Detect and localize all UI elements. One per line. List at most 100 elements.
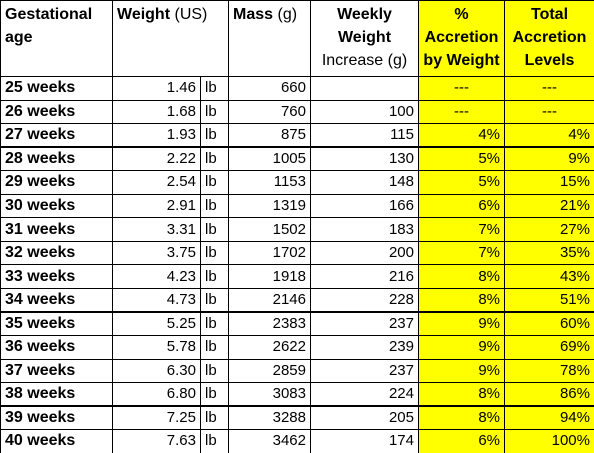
- table-cell: 2383: [228, 310, 311, 337]
- table-cell: 94%: [504, 405, 594, 431]
- table-cell: 8%: [418, 287, 505, 313]
- table-cell: 5%: [418, 146, 505, 172]
- header-cell: Weekly Weight Increase (g): [310, 0, 419, 77]
- table-cell: 60%: [504, 310, 594, 337]
- row-label: 38 weeks: [0, 382, 113, 407]
- table-cell: [310, 76, 419, 101]
- table-cell: 216: [310, 264, 419, 289]
- table-cell: 183: [310, 217, 419, 242]
- header-unit: (US): [174, 6, 208, 23]
- header-unit: (g): [277, 6, 298, 23]
- table-cell: 21%: [504, 193, 594, 219]
- table-cell: 2.91: [112, 193, 201, 219]
- table-cell: 2.54: [112, 170, 201, 195]
- table-cell: 78%: [504, 358, 594, 384]
- header-cell: Weight (US): [112, 0, 229, 77]
- table-cell: 8%: [418, 405, 505, 431]
- table-cell: 1.46: [112, 76, 201, 101]
- table-cell: lb: [200, 358, 229, 384]
- table-cell: 7%: [418, 217, 505, 242]
- header-row: Gestational age Weight (US) Mass (g) Wee…: [0, 0, 594, 77]
- table-cell: ---: [504, 76, 594, 101]
- table-cell: 4%: [418, 123, 505, 148]
- table-cell: 1153: [228, 170, 311, 195]
- table-cell: 5.25: [112, 310, 201, 337]
- table-cell: 2859: [228, 358, 311, 384]
- table-cell: 3083: [228, 382, 311, 407]
- table-cell: 7.25: [112, 405, 201, 431]
- table-cell: lb: [200, 264, 229, 289]
- row-label: 27 weeks: [0, 123, 113, 148]
- table-cell: 6%: [418, 193, 505, 219]
- table-cell: 100%: [504, 429, 594, 453]
- table-cell: 4.23: [112, 264, 201, 289]
- table-cell: 9%: [504, 146, 594, 172]
- header-cell: % Accretion by Weight: [418, 0, 505, 77]
- table-cell: 148: [310, 170, 419, 195]
- table-row: 34 weeks 4.73 lb 2146 228 8% 51%: [0, 287, 594, 313]
- table-cell: 1.68: [112, 99, 201, 125]
- row-label: 36 weeks: [0, 335, 113, 360]
- table-row: 35 weeks 5.25 lb 2383 237 9% 60%: [0, 310, 594, 337]
- table-cell: 7.63: [112, 429, 201, 453]
- table-cell: 3.75: [112, 240, 201, 266]
- table-cell: 5.78: [112, 335, 201, 360]
- row-label: 31 weeks: [0, 217, 113, 242]
- table-cell: 9%: [418, 310, 505, 337]
- table-cell: 4%: [504, 123, 594, 148]
- table-cell: 875: [228, 123, 311, 148]
- table-cell: 237: [310, 310, 419, 337]
- table-cell: 35%: [504, 240, 594, 266]
- table-cell: 8%: [418, 382, 505, 407]
- table-cell: ---: [418, 76, 505, 101]
- row-label: 25 weeks: [0, 76, 113, 101]
- table-cell: 7%: [418, 240, 505, 266]
- table-cell: lb: [200, 240, 229, 266]
- table-row: 27 weeks 1.93 lb 875 115 4% 4%: [0, 123, 594, 148]
- row-label: 34 weeks: [0, 287, 113, 313]
- header-label: Mass: [233, 6, 274, 23]
- table-cell: lb: [200, 287, 229, 313]
- table-cell: 205: [310, 405, 419, 431]
- table-cell: lb: [200, 146, 229, 172]
- table-cell: 8%: [418, 264, 505, 289]
- row-label: 33 weeks: [0, 264, 113, 289]
- header-cell: Total Accretion Levels: [504, 0, 594, 77]
- table-cell: 130: [310, 146, 419, 172]
- row-label: 28 weeks: [0, 146, 113, 172]
- row-label: 40 weeks: [0, 429, 113, 453]
- table-cell: 1.93: [112, 123, 201, 148]
- table-cell: 69%: [504, 335, 594, 360]
- table-cell: lb: [200, 99, 229, 125]
- table-cell: 228: [310, 287, 419, 313]
- table-row: 26 weeks 1.68 lb 760 100 --- ---: [0, 99, 594, 125]
- header-cell: Gestational age: [0, 0, 113, 77]
- table-cell: lb: [200, 429, 229, 453]
- table-cell: 239: [310, 335, 419, 360]
- table-cell: 2622: [228, 335, 311, 360]
- table-row: 31 weeks 3.31 lb 1502 183 7% 27%: [0, 217, 594, 242]
- table-header: Gestational age Weight (US) Mass (g) Wee…: [0, 0, 594, 77]
- table-cell: 51%: [504, 287, 594, 313]
- table-cell: 86%: [504, 382, 594, 407]
- table-row: 30 weeks 2.91 lb 1319 166 6% 21%: [0, 193, 594, 219]
- table-cell: 115: [310, 123, 419, 148]
- table-cell: 1702: [228, 240, 311, 266]
- table-cell: lb: [200, 193, 229, 219]
- table-cell: 3.31: [112, 217, 201, 242]
- table-cell: 100: [310, 99, 419, 125]
- table-row: 32 weeks 3.75 lb 1702 200 7% 35%: [0, 240, 594, 266]
- table-cell: lb: [200, 170, 229, 195]
- table-row: 29 weeks 2.54 lb 1153 148 5% 15%: [0, 170, 594, 195]
- header-label: Gestational age: [5, 6, 93, 46]
- table-cell: 6.80: [112, 382, 201, 407]
- table-cell: 9%: [418, 358, 505, 384]
- table-cell: lb: [200, 76, 229, 101]
- table-row: 38 weeks 6.80 lb 3083 224 8% 86%: [0, 382, 594, 407]
- row-label: 30 weeks: [0, 193, 113, 219]
- table-cell: 660: [228, 76, 311, 101]
- table-row: 33 weeks 4.23 lb 1918 216 8% 43%: [0, 264, 594, 289]
- table-row: 37 weeks 6.30 lb 2859 237 9% 78%: [0, 358, 594, 384]
- header-label: Weight: [117, 6, 171, 23]
